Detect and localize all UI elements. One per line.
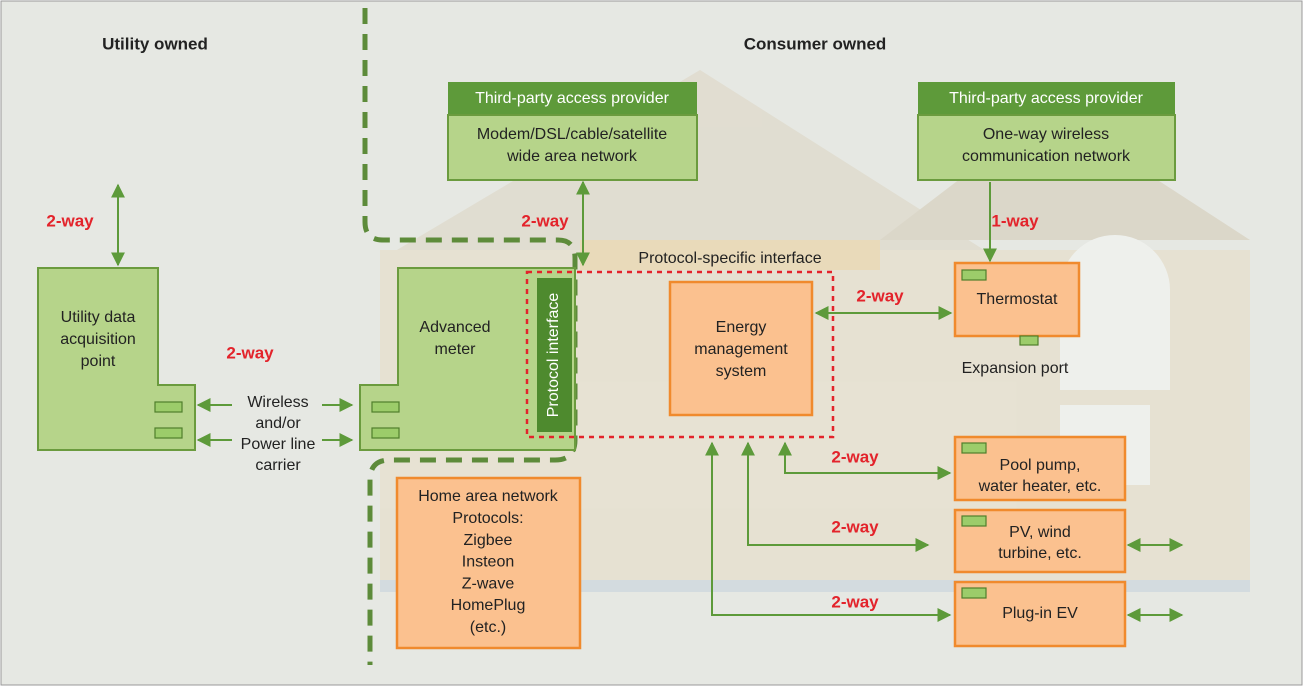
han-label: Zigbee	[464, 532, 513, 549]
han-label: Protocols:	[452, 510, 523, 527]
ems-label: management	[694, 341, 788, 358]
region-label: Consumer owned	[744, 34, 887, 53]
diagram: Utility owned Consumer owned Third-party a…	[0, 0, 1303, 686]
protocol-interface-label: Protocol interface	[545, 293, 562, 418]
expansion-port-label: Expansion port	[962, 360, 1069, 377]
port	[155, 428, 182, 438]
thermostat-label: Thermostat	[977, 291, 1058, 308]
port	[962, 588, 986, 598]
provider-text: Modem/DSL/cable/satellite	[477, 126, 667, 143]
utility-label: Utility data	[61, 309, 136, 326]
port	[962, 270, 986, 280]
link-label: 2-way	[856, 286, 904, 305]
pool-label: Pool pump,	[1000, 457, 1081, 474]
link-label: 2-way	[831, 447, 879, 466]
port	[372, 428, 399, 438]
port	[962, 516, 986, 526]
meter-label: Advanced	[419, 319, 490, 336]
ems-label: Energy	[716, 319, 767, 336]
link-label: 2-way	[831, 517, 879, 536]
link-label: 2-way	[831, 592, 879, 611]
carrier-label: carrier	[255, 457, 301, 474]
region-label: Utility owned	[102, 34, 208, 53]
provider-title: Third-party access provider	[949, 90, 1144, 107]
ems-label: system	[716, 363, 767, 380]
provider-text: communication network	[962, 148, 1131, 165]
han-label: Z-wave	[462, 575, 515, 592]
utility-label: acquisition	[60, 331, 136, 348]
port	[962, 443, 986, 453]
expansion-port	[1020, 336, 1038, 345]
provider-text: wide area network	[506, 148, 638, 165]
port	[372, 402, 399, 412]
han-label: Insteon	[462, 554, 514, 571]
meter-label: meter	[435, 341, 477, 358]
pool-label: water heater, etc.	[978, 478, 1102, 495]
link-label: 1-way	[991, 211, 1039, 230]
han-label: (etc.)	[470, 619, 506, 636]
link-label: 2-way	[46, 211, 94, 230]
link-label: 2-way	[521, 211, 569, 230]
carrier-label: and/or	[255, 415, 301, 432]
ev-label: Plug-in EV	[1002, 605, 1078, 622]
provider-text: One-way wireless	[983, 126, 1109, 143]
carrier-label: Wireless	[247, 394, 308, 411]
han-label: Home area network	[418, 488, 559, 505]
pv-label: turbine, etc.	[998, 545, 1082, 562]
utility-label: point	[81, 353, 116, 370]
link-label: 2-way	[226, 343, 274, 362]
port	[155, 402, 182, 412]
pv-label: PV, wind	[1009, 524, 1071, 541]
han-label: HomePlug	[451, 597, 526, 614]
interface-label: Protocol-specific interface	[638, 250, 821, 267]
provider-title: Third-party access provider	[475, 90, 670, 107]
carrier-label: Power line	[241, 436, 316, 453]
